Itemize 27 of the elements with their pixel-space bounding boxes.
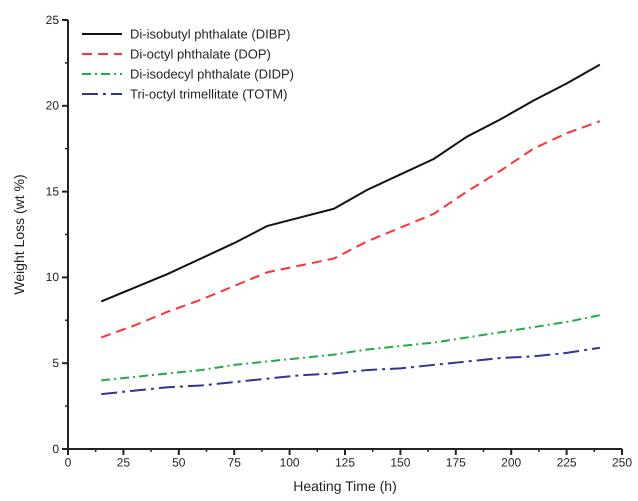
y-tick-label: 20 (46, 98, 60, 113)
x-tick-label: 75 (228, 456, 242, 470)
line-series (100, 346, 601, 396)
y-tick-label: 10 (46, 270, 60, 284)
y-tick-label: 5 (52, 356, 60, 370)
y-tick-label: 0 (52, 442, 60, 456)
legend-label: Tri-octyl trimellitate (TOTM) (130, 86, 288, 102)
x-tick-label: 50 (172, 456, 186, 470)
legend-label: Di-isobutyl phthalate (DIBP) (130, 26, 290, 42)
line-series (100, 314, 601, 382)
x-tick-label: 125 (334, 456, 356, 470)
x-tick-label: 25 (116, 456, 130, 470)
y-tick-label: 25 (46, 12, 60, 27)
legend-label: Di-isodecyl phthalate (DIDP) (130, 66, 294, 82)
y-tick-label: 15 (46, 184, 60, 198)
x-tick-label: 250 (612, 456, 632, 470)
x-axis-title: Heating Time (h) (293, 478, 397, 494)
legend-label: Di-octyl phthalate (DOP) (130, 46, 271, 62)
x-tick-label: 200 (501, 456, 522, 470)
x-tick-label: 0 (64, 456, 72, 470)
x-tick-label: 150 (390, 456, 411, 470)
line-series (100, 64, 601, 302)
x-tick-label: 100 (280, 456, 300, 470)
x-tick-label: 175 (446, 456, 466, 470)
y-axis-title: Weight Loss (wt %) (11, 174, 27, 295)
line-series (100, 120, 601, 338)
x-tick-label: 225 (556, 456, 577, 470)
